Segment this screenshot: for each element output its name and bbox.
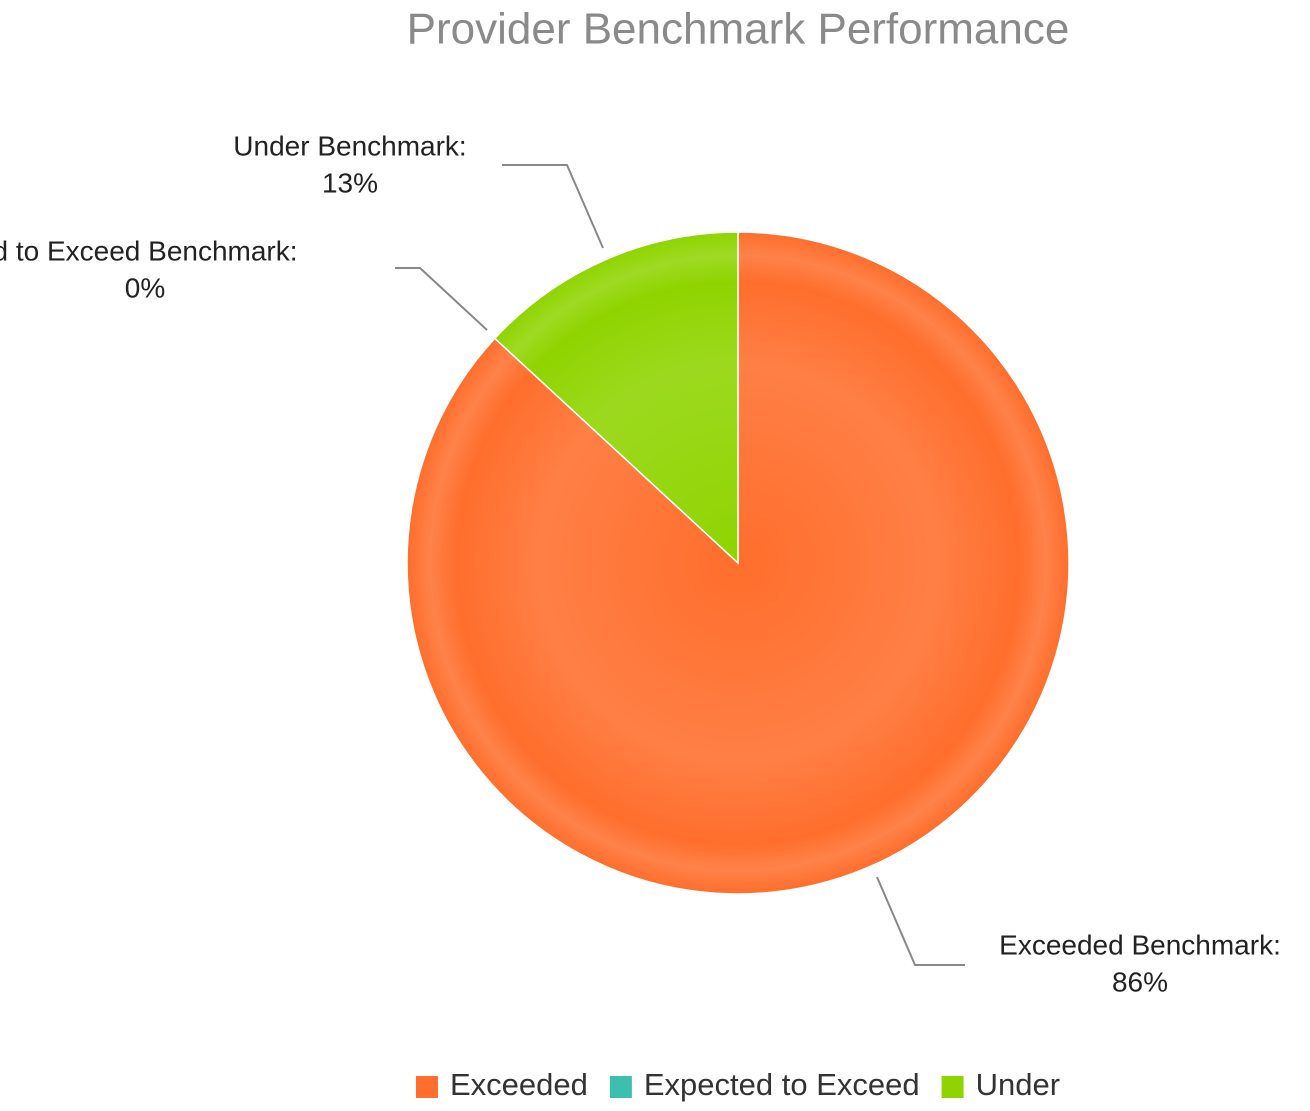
legend-swatch [609,1076,632,1098]
legend-label: Expected to Exceed [644,1067,920,1102]
leader-line [502,164,604,249]
chart-title: Provider Benchmark Performance [407,5,1070,54]
leader-line [395,267,488,331]
leader-line [876,876,965,966]
data-label-name: Under Benchmark: [233,130,466,161]
legend-label: Exceeded [450,1067,588,1102]
legend-swatch [941,1076,964,1098]
data-label-value: 13% [322,167,378,198]
legend-swatch [415,1076,438,1098]
data-label-value: 86% [1112,966,1168,997]
data-label-name: d to Exceed Benchmark: [0,235,298,266]
legend-label: Under [976,1067,1060,1102]
data-label-value: 0% [125,272,165,303]
data-label-name: Exceeded Benchmark: [999,929,1281,960]
